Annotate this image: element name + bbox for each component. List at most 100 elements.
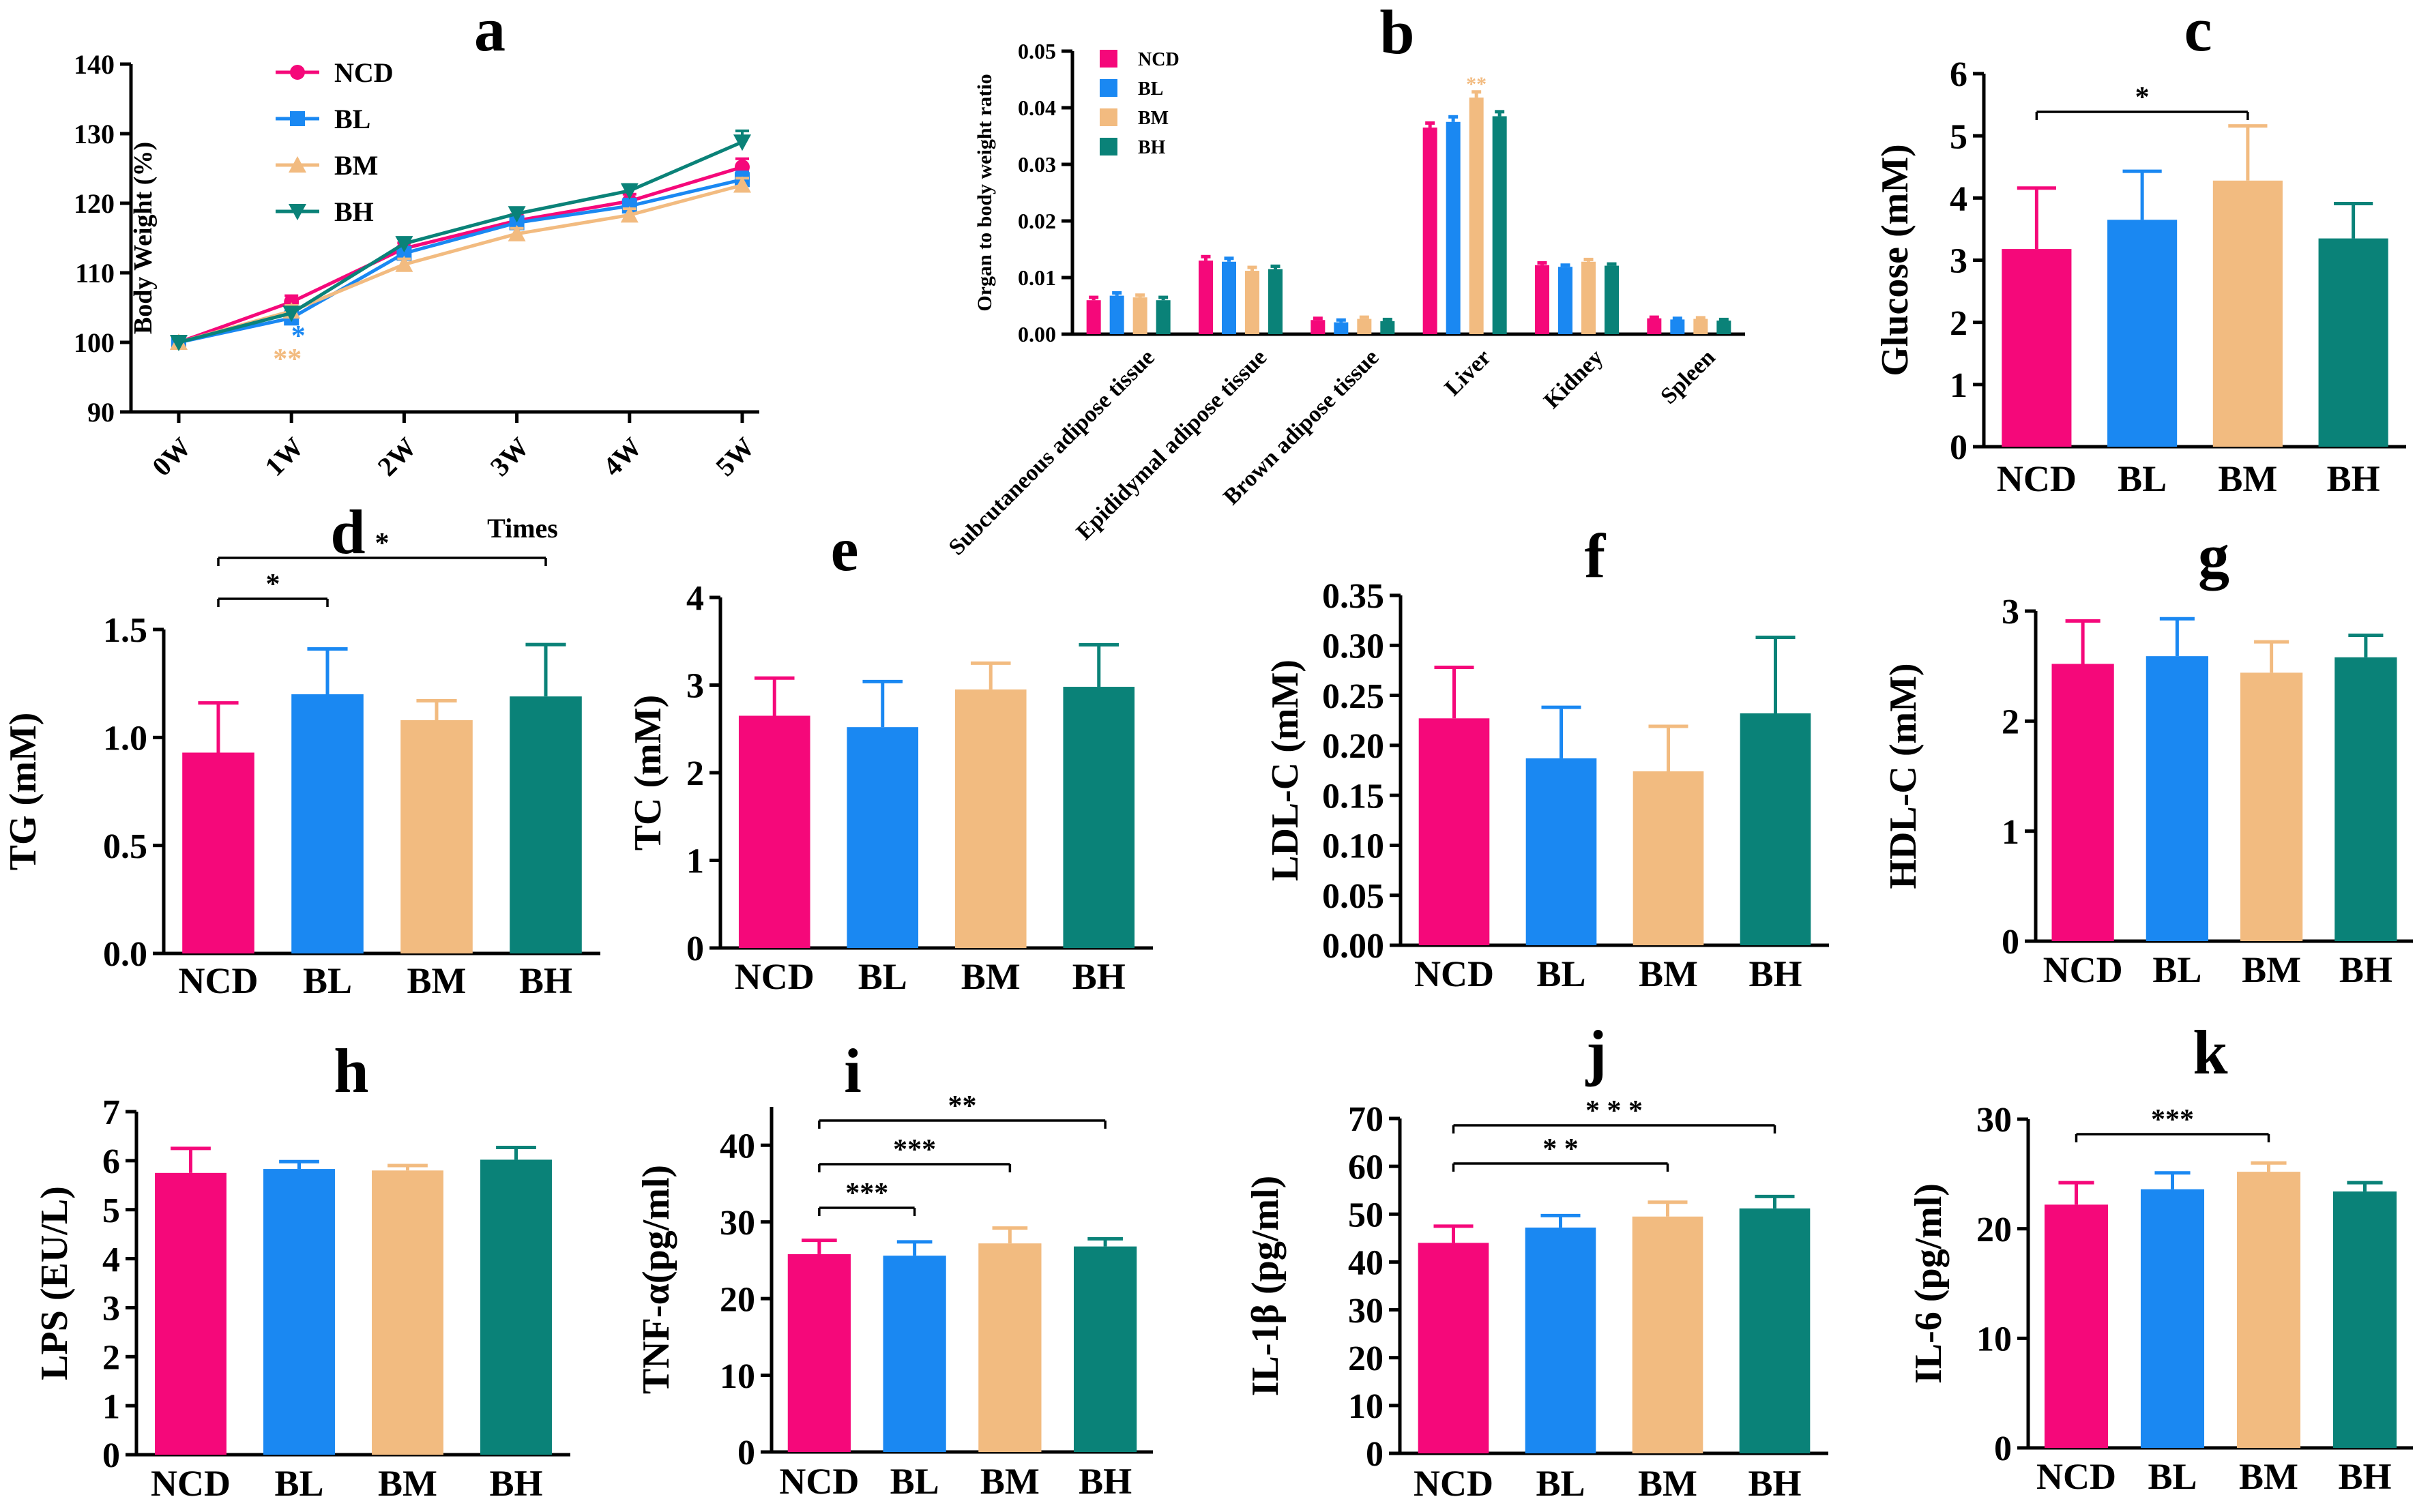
x-tick-label: NCD xyxy=(779,1461,859,1502)
y-axis-label: Organ to body weight ratio xyxy=(974,74,996,311)
legend-label: BM xyxy=(334,150,378,181)
x-tick-label: NCD xyxy=(2043,949,2123,990)
x-tick-label: 4W xyxy=(597,432,647,482)
y-axis-label: HDL-C (mM) xyxy=(1882,663,1924,889)
x-tick-label: BH xyxy=(519,960,572,1001)
chart-d: d 0.0 0.5 1.0 1.5 TG (mM) NCD BL BM BH * * xyxy=(2,497,600,1001)
point-bh xyxy=(508,206,526,223)
bar-bh xyxy=(1156,300,1171,334)
y-tick-label: 0.00 xyxy=(1018,322,1056,346)
y-tick-label: 2 xyxy=(1950,304,1967,343)
bar-bh xyxy=(480,1159,552,1455)
bar-bh xyxy=(1074,1246,1137,1452)
y-tick-label: 10 xyxy=(1348,1387,1384,1426)
y-tick-label: 0.0 xyxy=(103,935,147,974)
chart-c: c 0 1 2 3 4 5 6 Glucose (mM) NCD BL BM BH * xyxy=(1874,0,2406,499)
x-tick-label: BM xyxy=(378,1463,437,1504)
bar-ncd xyxy=(155,1172,226,1455)
significance-stars: * * * xyxy=(1585,1095,1643,1127)
bar-bl xyxy=(1109,295,1124,334)
bar-ncd xyxy=(1199,261,1213,334)
significance-stars: *** xyxy=(845,1178,888,1209)
x-tick-label: NCD xyxy=(151,1463,231,1504)
y-tick-label: 1.0 xyxy=(103,720,147,758)
bar-bl xyxy=(291,694,364,953)
y-tick-label: 1 xyxy=(2002,813,2019,852)
x-tick-label: BM xyxy=(2239,1456,2298,1497)
bar-bm xyxy=(954,689,1027,948)
x-tick-label: BL xyxy=(274,1463,323,1504)
y-tick-label: 3 xyxy=(1950,242,1967,281)
y-tick-label: 0 xyxy=(1994,1429,2012,1468)
bar-ncd xyxy=(1311,320,1326,334)
panel-label: e xyxy=(831,514,859,584)
point-bm xyxy=(733,176,751,193)
point-bm xyxy=(508,224,526,241)
x-tick-label: 0W xyxy=(146,432,196,482)
bar-ncd xyxy=(1422,128,1437,335)
x-tick-label: BL xyxy=(1536,1463,1585,1504)
bar-ncd xyxy=(1647,318,1662,334)
y-axis-label: TNF-α(pg/ml) xyxy=(635,1165,677,1394)
panel-label: g xyxy=(2198,521,2229,591)
y-axis-label: LPS (EU/L) xyxy=(33,1186,76,1380)
bar-bl xyxy=(2107,220,2178,447)
x-tick-label: BH xyxy=(2327,458,2380,499)
y-tick-label: 1 xyxy=(102,1387,120,1426)
bar-ncd xyxy=(738,715,810,948)
x-tick-label: BH xyxy=(2338,1456,2391,1497)
x-tick-label: BH xyxy=(2339,949,2392,990)
bar-bl xyxy=(1446,121,1461,334)
bar-bh xyxy=(510,696,582,953)
bar-bl xyxy=(1670,319,1685,334)
y-tick-label: 0.01 xyxy=(1018,265,1056,290)
y-tick-label: 0.5 xyxy=(103,827,147,866)
annotation-star: ** xyxy=(1466,73,1487,95)
legend-swatch-bm xyxy=(1100,108,1117,126)
y-tick-label: 0 xyxy=(1366,1435,1384,1474)
y-tick-label: 0.15 xyxy=(1322,777,1384,816)
y-tick-label: 2 xyxy=(686,754,704,793)
legend-marker-ncd xyxy=(290,65,305,80)
bar-bm xyxy=(2236,1172,2301,1448)
legend-label: BH xyxy=(334,196,374,227)
bar-ncd xyxy=(1086,300,1101,334)
point-bl xyxy=(396,246,412,261)
legend-label: BL xyxy=(334,104,370,134)
bar-bl xyxy=(883,1256,946,1452)
bar-bh xyxy=(1739,1208,1811,1453)
y-axis-label: IL-1β (pg/ml) xyxy=(1244,1176,1287,1397)
x-tick-label: BL xyxy=(1536,953,1585,994)
bar-bm xyxy=(2212,180,2283,447)
panel-label: b xyxy=(1379,0,1414,67)
y-tick-label: 10 xyxy=(720,1357,755,1396)
annotation-star: ** xyxy=(273,344,302,375)
x-tick-label: BL xyxy=(2152,949,2201,990)
bar-bh xyxy=(1380,321,1395,334)
x-tick-label: NCD xyxy=(179,960,259,1001)
x-tick-label: NCD xyxy=(2036,1456,2116,1497)
bar-ncd xyxy=(182,752,254,953)
bar-bl xyxy=(1222,261,1236,334)
x-tick-label: BL xyxy=(303,960,352,1001)
bar-bh xyxy=(2334,657,2397,941)
y-axis-label: TC (mM) xyxy=(627,695,669,851)
bar-bm xyxy=(1357,318,1372,334)
x-tick-label: BH xyxy=(1748,953,1802,994)
x-tick-label: BL xyxy=(858,956,907,997)
x-tick-label: Kidney xyxy=(1539,344,1608,413)
chart-e: e 0 1 2 3 4 TC (mM) NCD BL BM BH xyxy=(627,514,1153,997)
point-bh xyxy=(395,236,413,253)
bar-bl xyxy=(1525,758,1597,945)
x-tick-label: BM xyxy=(2242,949,2301,990)
chart-g: g 0 1 2 3 HDL-C (mM) NCD BL BM BH xyxy=(1882,521,2413,990)
panel-label: h xyxy=(334,1036,368,1106)
y-tick-label: 6 xyxy=(1950,55,1967,94)
y-tick-label: 1 xyxy=(686,842,704,881)
x-tick-label: 1W xyxy=(259,432,309,482)
y-tick-label: 0.05 xyxy=(1322,877,1384,916)
bar-bm xyxy=(2240,672,2303,941)
chart-a: a 90 100 110 120 130 140 Body Weight (%) 0W 1W 2W 3… xyxy=(74,0,760,544)
y-tick-label: 100 xyxy=(74,327,115,358)
